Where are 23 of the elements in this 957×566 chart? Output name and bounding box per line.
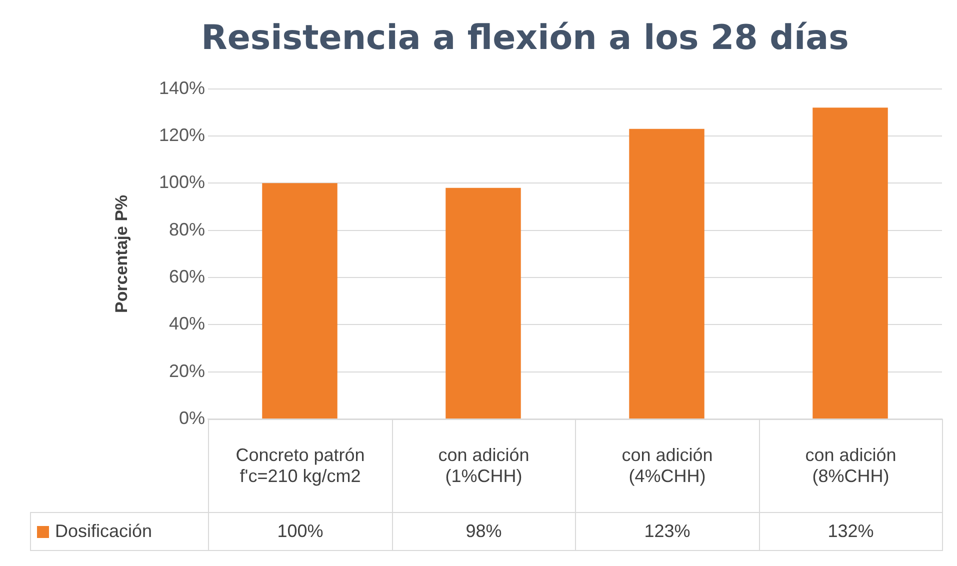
- x-tick-label: con adición (8%CHH): [759, 420, 942, 512]
- bar: [629, 128, 704, 418]
- bar: [262, 183, 338, 418]
- y-tick-label: 140%: [158, 78, 205, 98]
- bar: [446, 188, 521, 418]
- chart-title: Resistencia a flexión a los 28 días: [201, 18, 849, 58]
- y-tick-label: 100%: [158, 172, 205, 192]
- data-label: 100%: [208, 512, 392, 550]
- bar: [812, 108, 888, 418]
- x-tick-label: con adición (4%CHH): [576, 420, 759, 512]
- y-tick-label: 0%: [178, 408, 205, 428]
- y-tick-label: 80%: [168, 219, 205, 240]
- y-tick-label: 60%: [168, 266, 205, 286]
- y-axis-title: Porcentaje P%: [112, 194, 131, 313]
- data-label: 132%: [759, 512, 942, 550]
- legend-label: Dosificación: [30, 512, 208, 550]
- x-tick-label: con adición (1%CHH): [392, 420, 576, 512]
- y-tick-label: 40%: [168, 314, 205, 334]
- data-label: 123%: [576, 512, 759, 550]
- data-label: 98%: [392, 512, 576, 550]
- y-tick-label: 120%: [158, 124, 205, 145]
- x-tick-label: Concreto patrón f'c=210 kg/cm2: [208, 420, 392, 512]
- y-tick-label: 20%: [168, 360, 205, 381]
